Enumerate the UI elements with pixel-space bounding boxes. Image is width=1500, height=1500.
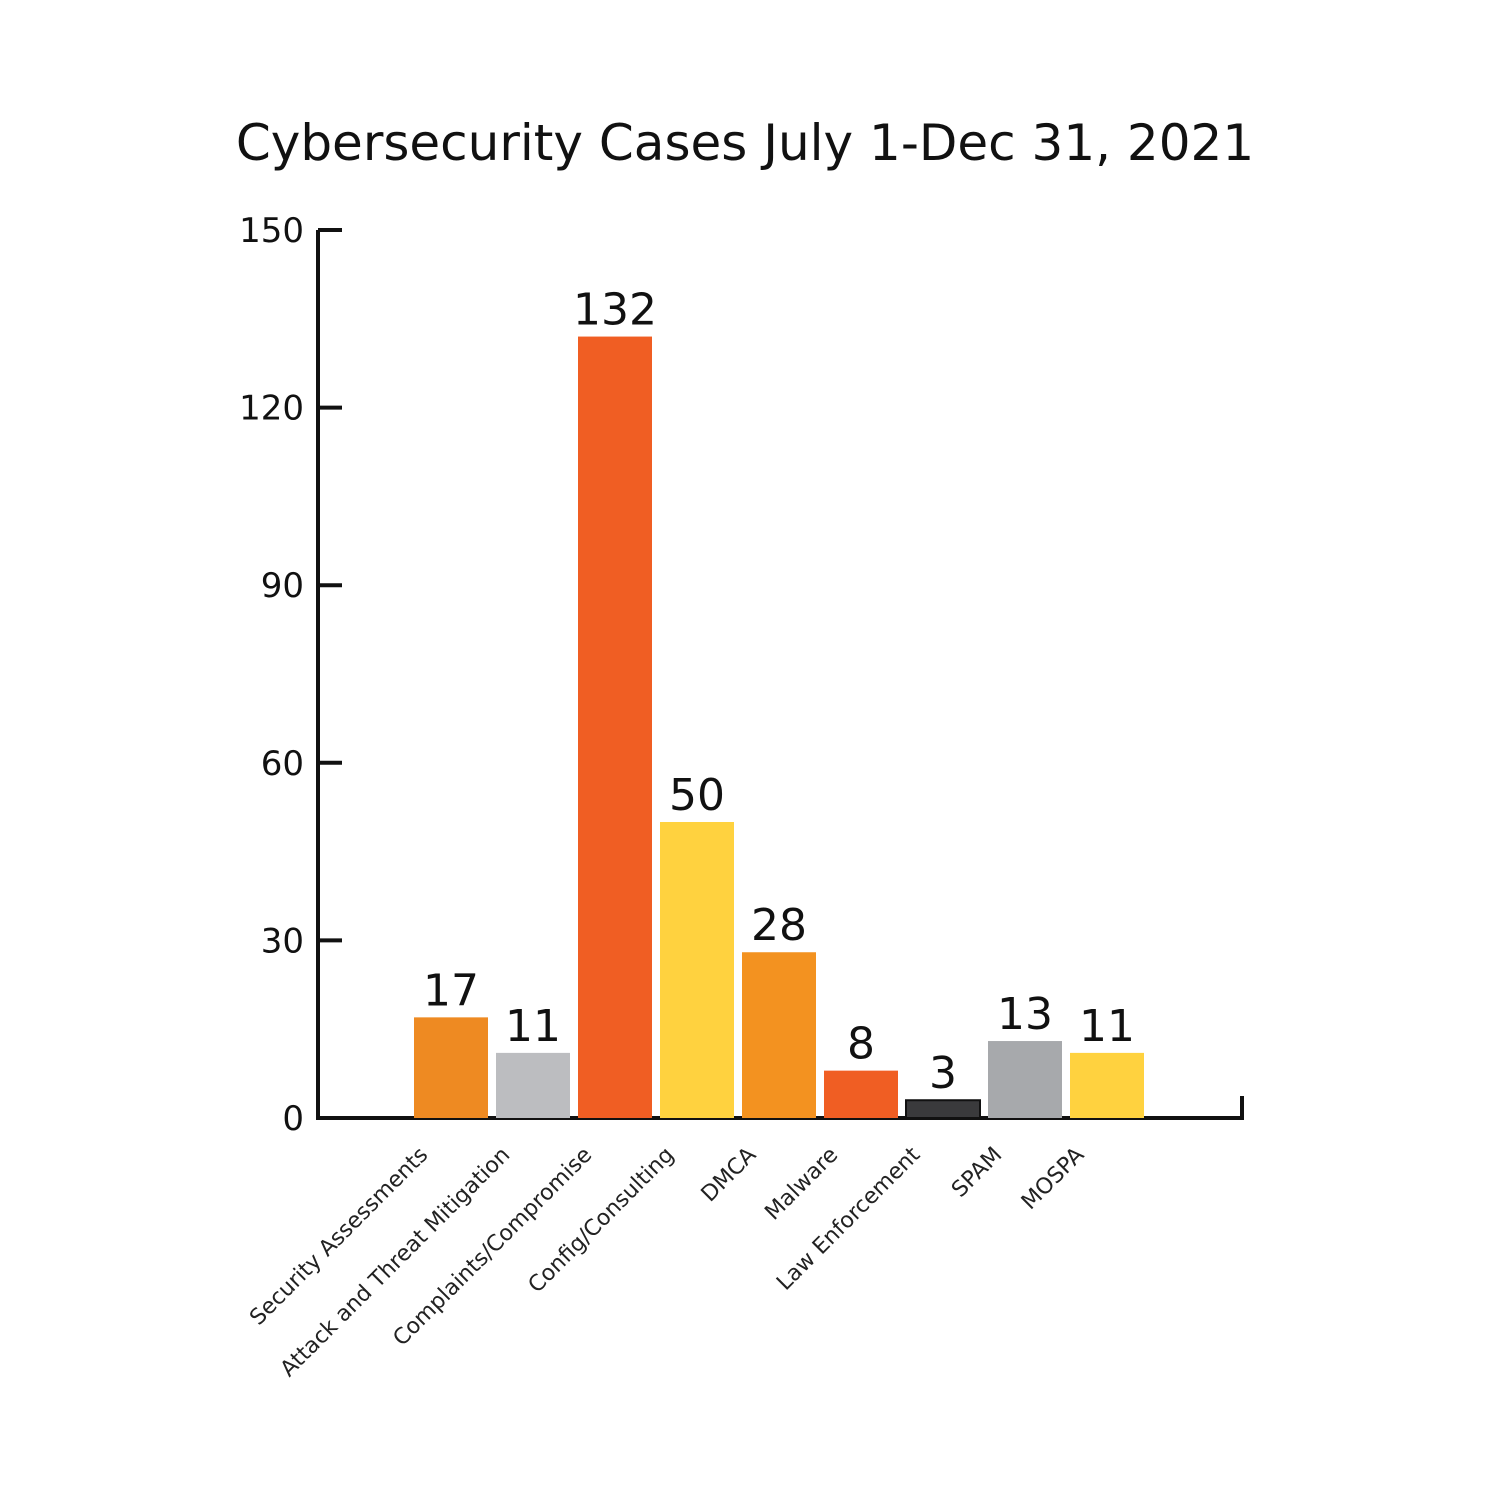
bars (414, 336, 1144, 1119)
data-label: 28 (751, 900, 807, 951)
data-label: 132 (573, 285, 657, 336)
bar (824, 1070, 898, 1118)
data-label: 13 (997, 989, 1053, 1040)
y-tick-label: 90 (261, 566, 304, 606)
y-tick-label: 0 (282, 1099, 304, 1139)
y-axis-ticks: 0 30 60 90 120 150 (239, 211, 342, 1139)
data-label: 50 (669, 770, 725, 821)
data-label: 11 (1079, 1001, 1135, 1052)
data-label: 3 (929, 1048, 957, 1099)
y-tick-label: 30 (261, 921, 304, 961)
x-tick-label: MOSPA (1017, 1143, 1089, 1215)
x-tick-label: Malware (760, 1143, 843, 1226)
bar (742, 952, 816, 1118)
data-label: 17 (423, 965, 479, 1016)
bar (1070, 1052, 1144, 1118)
chart-title: Cybersecurity Cases July 1-Dec 31, 2021 (236, 114, 1254, 172)
data-label: 8 (847, 1019, 875, 1070)
x-tick-label: SPAM (947, 1143, 1007, 1203)
value-labels: 17 11 132 50 28 8 3 13 11 (423, 285, 1135, 1100)
data-label: 11 (505, 1001, 561, 1052)
x-tick-label: DMCA (697, 1143, 762, 1208)
bar (905, 1099, 981, 1119)
bar (988, 1041, 1062, 1118)
bar (496, 1052, 570, 1118)
bar (660, 822, 734, 1118)
y-tick-label: 120 (239, 389, 304, 429)
y-tick-label: 150 (239, 211, 304, 251)
bar (578, 336, 652, 1118)
x-tick-label: Config/Consulting (524, 1143, 680, 1299)
x-tick-label: Law Enforcement (772, 1142, 925, 1295)
y-tick-label: 60 (261, 744, 304, 784)
bar (414, 1017, 488, 1118)
